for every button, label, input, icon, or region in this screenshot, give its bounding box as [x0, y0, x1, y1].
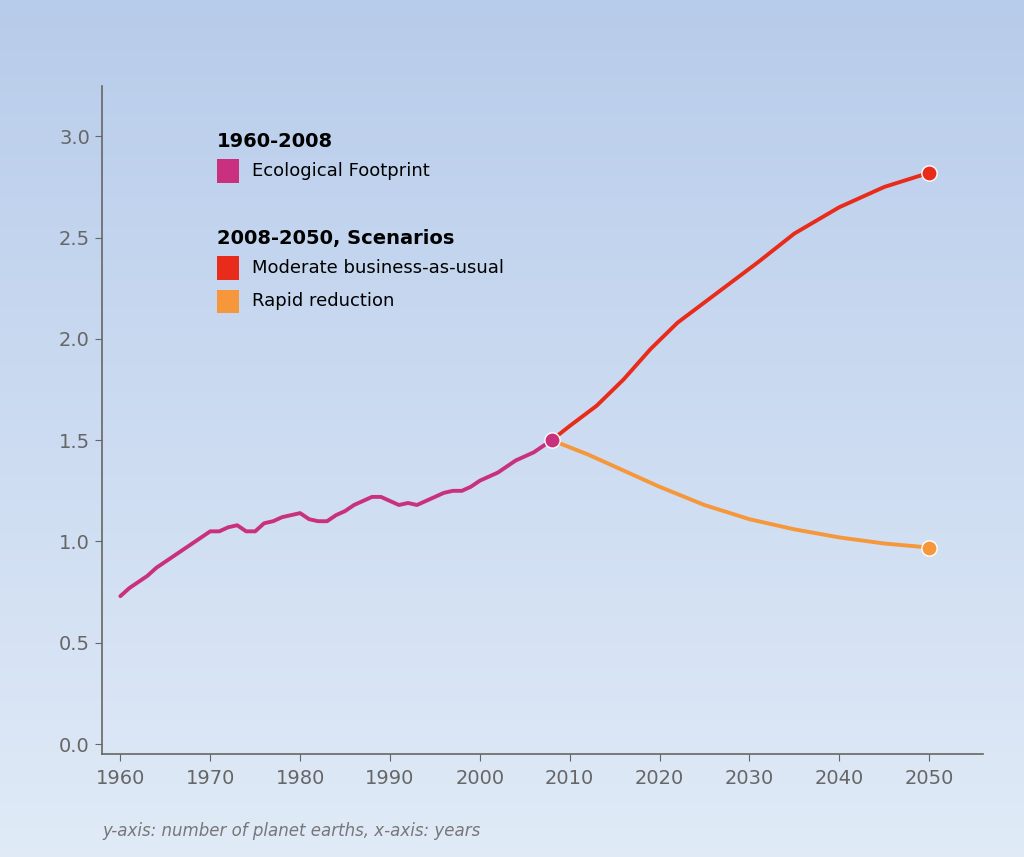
Bar [217, 159, 239, 183]
Text: 1960-2008: 1960-2008 [217, 133, 333, 152]
Text: Rapid reduction: Rapid reduction [252, 292, 394, 310]
Text: y-axis: number of planet earths, x-axis: years: y-axis: number of planet earths, x-axis:… [102, 822, 480, 840]
Text: 2008-2050, Scenarios: 2008-2050, Scenarios [217, 230, 455, 249]
Text: Ecological Footprint: Ecological Footprint [252, 162, 430, 180]
Bar [217, 290, 239, 313]
Text: Moderate business-as-usual: Moderate business-as-usual [252, 259, 504, 277]
Bar [217, 256, 239, 279]
